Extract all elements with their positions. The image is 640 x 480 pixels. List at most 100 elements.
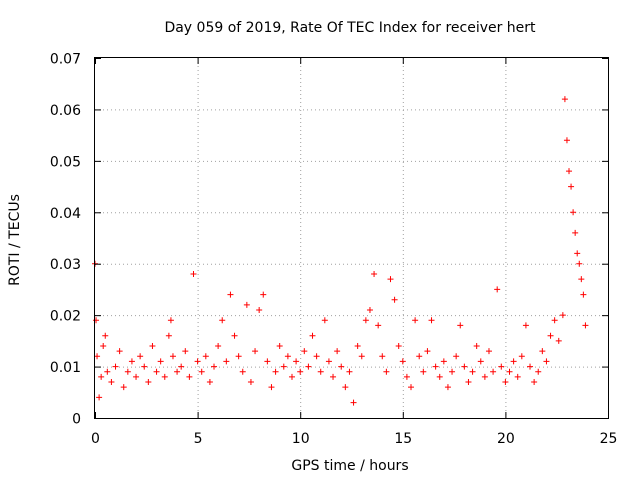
data-point-marker <box>379 353 386 360</box>
data-point-marker <box>182 348 189 355</box>
y-tick-label: 0.03 <box>50 257 81 273</box>
data-point-marker <box>444 384 451 391</box>
data-point-marker <box>383 368 390 375</box>
data-point-marker <box>391 296 398 303</box>
data-point-marker <box>94 353 101 360</box>
data-point-marker <box>522 322 529 329</box>
data-point-marker <box>547 332 554 339</box>
data-point-marker <box>321 317 328 324</box>
data-point-marker <box>518 353 525 360</box>
y-tick-label: 0.01 <box>50 360 81 376</box>
data-point-marker <box>247 379 254 385</box>
y-axis-label: ROTI / TECUs <box>7 194 23 286</box>
data-point-marker <box>112 363 119 370</box>
data-point-marker <box>574 250 581 257</box>
data-point-marker <box>440 358 447 365</box>
x-tick-label: 10 <box>292 431 310 447</box>
data-point-marker <box>252 348 259 355</box>
data-point-marker <box>412 317 419 324</box>
data-point-marker <box>350 399 357 406</box>
y-tick-labels: 0 0.01 0.02 0.03 0.04 0.05 0.06 0.07 <box>50 52 81 428</box>
data-point-marker <box>194 358 201 365</box>
data-point-marker <box>243 301 250 308</box>
data-point-marker <box>100 343 107 349</box>
data-point-marker <box>325 358 332 365</box>
data-point-marker <box>582 322 589 329</box>
data-point-marker <box>157 358 164 365</box>
data-point-marker <box>535 368 542 375</box>
data-point-marker <box>124 368 131 375</box>
data-point-marker <box>313 353 320 360</box>
data-point-marker <box>387 276 394 283</box>
data-point-marker <box>551 317 558 324</box>
data-point-marker <box>424 348 431 355</box>
data-point-marker <box>490 368 497 375</box>
data-points <box>92 96 589 406</box>
x-tick-label: 15 <box>394 431 412 447</box>
data-point-marker <box>561 96 568 103</box>
data-point-marker <box>346 368 353 375</box>
data-point-marker <box>449 368 456 375</box>
data-point-marker <box>128 358 135 365</box>
data-point-marker <box>169 353 176 360</box>
data-point-marker <box>116 348 123 355</box>
x-tick-label: 0 <box>91 431 100 447</box>
data-point-marker <box>141 363 148 370</box>
data-point-marker <box>576 260 583 267</box>
x-axis-label: GPS time / hours <box>291 458 408 474</box>
data-point-marker <box>570 209 577 216</box>
data-point-marker <box>572 229 579 236</box>
data-point-marker <box>206 379 213 385</box>
data-point-marker <box>272 368 279 375</box>
data-point-marker <box>563 137 570 144</box>
data-point-marker <box>227 291 234 298</box>
data-point-marker <box>264 358 271 365</box>
data-point-marker <box>330 373 337 380</box>
data-point-marker <box>268 384 275 391</box>
data-point-marker <box>457 322 464 329</box>
axis-ticks <box>95 58 609 419</box>
data-point-marker <box>566 168 573 175</box>
x-tick-label: 5 <box>194 431 203 447</box>
data-point-marker <box>436 373 443 380</box>
x-tick-labels: 0 5 10 15 20 25 <box>91 431 617 447</box>
data-point-marker <box>231 332 238 339</box>
data-point-marker <box>93 317 100 324</box>
data-point-marker <box>167 317 174 324</box>
data-point-marker <box>98 373 105 380</box>
data-point-marker <box>494 286 501 293</box>
data-point-marker <box>215 343 222 349</box>
data-point-marker <box>408 384 415 391</box>
data-point-marker <box>305 363 312 370</box>
data-point-marker <box>137 353 144 360</box>
data-point-marker <box>498 363 505 370</box>
data-point-marker <box>161 373 168 380</box>
data-point-marker <box>317 368 324 375</box>
data-point-marker <box>543 358 550 365</box>
data-point-marker <box>145 379 152 385</box>
data-point-marker <box>338 363 345 370</box>
data-point-marker <box>473 343 480 349</box>
data-point-marker <box>260 291 267 298</box>
data-point-marker <box>568 183 575 190</box>
data-point-marker <box>469 368 476 375</box>
data-point-marker <box>428 317 435 324</box>
data-point-marker <box>288 373 295 380</box>
data-point-marker <box>395 343 402 349</box>
y-tick-label: 0.07 <box>50 52 81 68</box>
data-point-marker <box>178 363 185 370</box>
data-point-marker <box>235 353 242 360</box>
data-point-marker <box>461 363 468 370</box>
data-point-marker <box>366 307 373 313</box>
data-point-marker <box>416 353 423 360</box>
data-point-marker <box>477 358 484 365</box>
data-point-marker <box>578 276 585 283</box>
data-point-marker <box>403 373 410 380</box>
data-point-marker <box>276 343 283 349</box>
data-point-marker <box>301 348 308 355</box>
y-tick-label: 0.02 <box>50 309 81 325</box>
data-point-marker <box>309 332 316 339</box>
data-point-marker <box>165 332 172 339</box>
data-point-marker <box>133 373 140 380</box>
data-point-marker <box>190 271 197 277</box>
